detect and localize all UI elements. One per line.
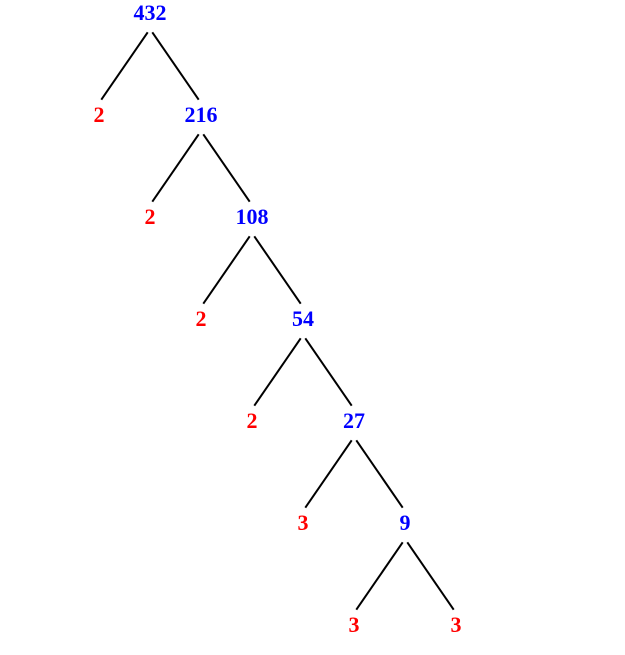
tree-node: 27 <box>343 408 365 433</box>
tree-node: 216 <box>185 102 218 127</box>
tree-edge <box>254 236 300 303</box>
tree-edge <box>152 32 198 99</box>
tree-edge <box>152 134 198 201</box>
tree-edge <box>356 542 402 609</box>
tree-node: 9 <box>400 510 411 535</box>
tree-edge <box>407 542 453 609</box>
factor-tree: 432 2 216 2 108 2 54 2 27 3 9 3 3 <box>0 0 625 655</box>
tree-edge <box>356 440 402 507</box>
tree-edge <box>101 32 147 99</box>
tree-node: 54 <box>292 306 314 331</box>
tree-node: 3 <box>298 510 309 535</box>
tree-edge <box>254 338 300 405</box>
tree-node: 3 <box>349 612 360 637</box>
tree-node: 432 <box>134 0 167 25</box>
tree-node: 2 <box>196 306 207 331</box>
tree-node: 3 <box>451 612 462 637</box>
tree-edge <box>203 134 249 201</box>
tree-node: 108 <box>236 204 269 229</box>
tree-edge <box>203 236 249 303</box>
tree-node: 2 <box>145 204 156 229</box>
tree-node: 2 <box>94 102 105 127</box>
tree-node: 2 <box>247 408 258 433</box>
tree-edge <box>305 338 351 405</box>
tree-edge <box>305 440 351 507</box>
